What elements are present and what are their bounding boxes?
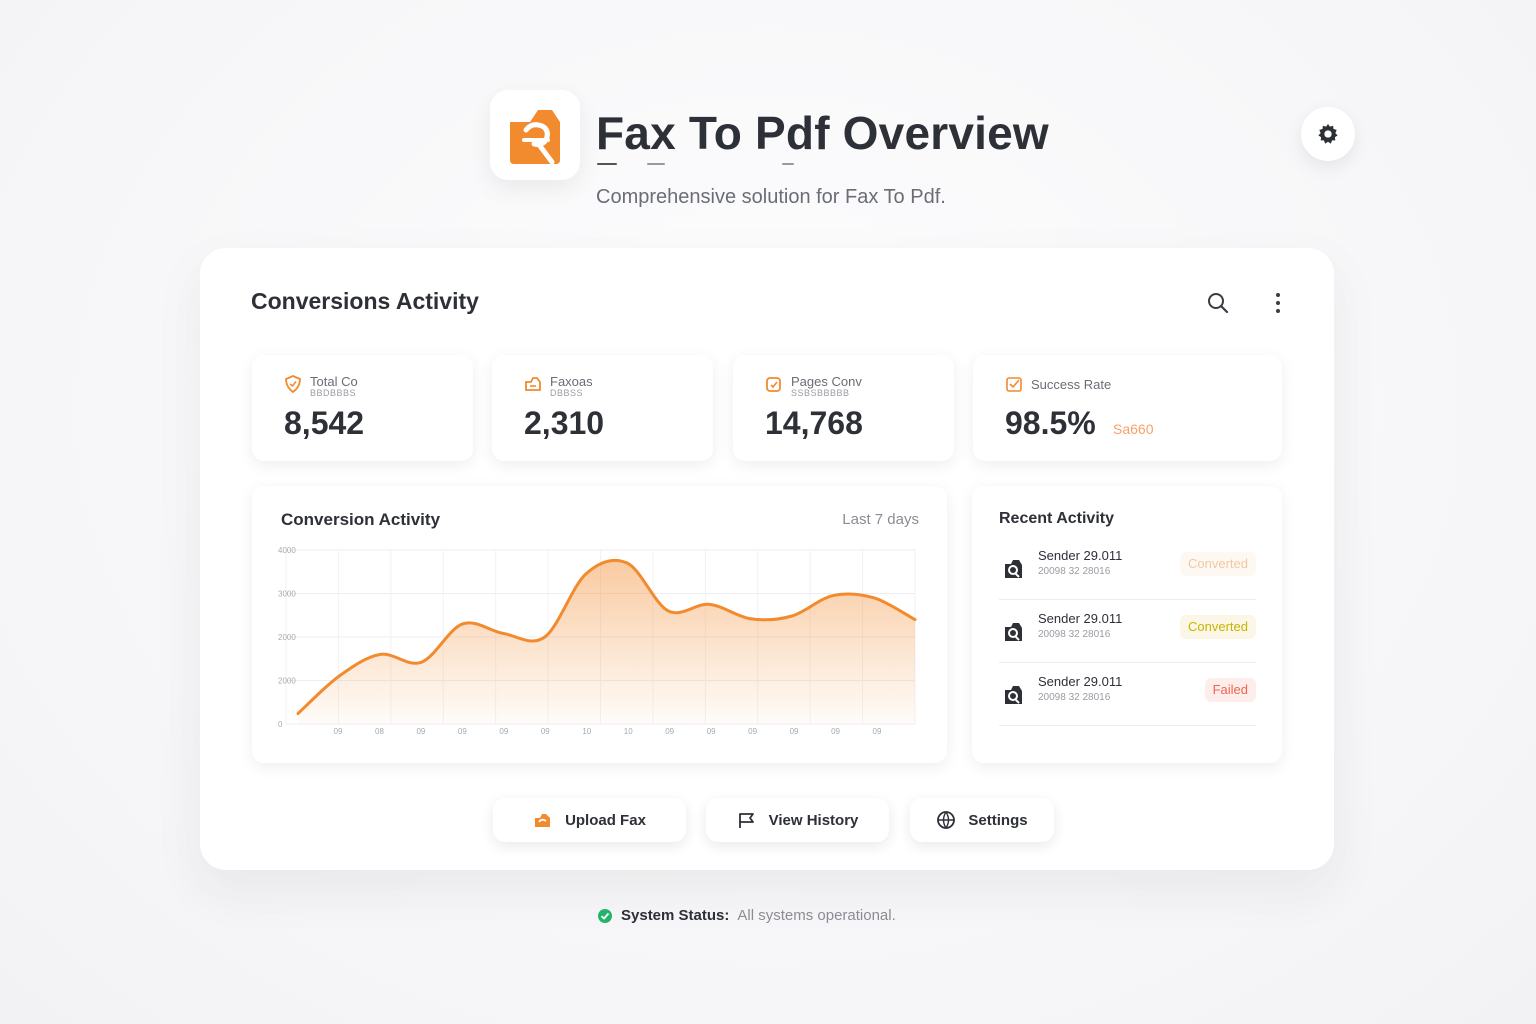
activity-date: 20098 32 28016 <box>1038 692 1111 703</box>
globe-settings-icon <box>936 810 956 830</box>
stat-label: Pages Conv <box>791 374 862 389</box>
x-tick-label: 09 <box>790 727 799 736</box>
activity-sender: Sender 29.011 <box>1038 674 1123 689</box>
activity-sender: Sender 29.011 <box>1038 611 1123 626</box>
fax-document-icon <box>1005 686 1022 704</box>
activity-title: Recent Activity <box>999 510 1114 527</box>
more-options-button[interactable] <box>1268 290 1288 316</box>
main-card: Conversions Activity Total Co BBDBBBS 8,… <box>200 248 1334 870</box>
stat-card-success-rate: Success Rate 98.5% Sa660 <box>973 355 1282 461</box>
shield-icon <box>285 375 301 393</box>
check-icon <box>1006 377 1022 392</box>
more-dot-icon <box>1276 301 1280 305</box>
stat-sublabel: DBBSS <box>550 388 584 398</box>
status-badge: Converted <box>1180 552 1256 576</box>
settings-button[interactable]: Settings <box>910 798 1054 842</box>
y-tick-label: 2000 <box>278 677 296 686</box>
view-history-label: View History <box>768 811 859 829</box>
fax-pdf-logo-icon <box>510 110 560 165</box>
fax-document-icon <box>1005 623 1022 641</box>
status-label: System Status: <box>621 907 730 924</box>
stat-sublabel: SSBSBBBBB <box>791 388 850 398</box>
stat-card-total: Total Co BBDBBBS 8,542 <box>252 355 473 461</box>
stat-value: 14,768 <box>765 405 863 441</box>
series-line <box>296 558 917 716</box>
more-dot-icon <box>1276 309 1280 313</box>
chart-range[interactable]: Last 7 days <box>842 511 919 528</box>
stat-delta: Sa660 <box>1113 421 1154 437</box>
x-tick-label: 10 <box>582 727 591 736</box>
chart-panel: Conversion Activity Last 7 days 0 2000 200… <box>252 486 947 763</box>
search-icon <box>1208 293 1229 314</box>
x-tick-label: 09 <box>707 727 716 736</box>
page-subtitle: Comprehensive solution for Fax To Pdf. <box>596 186 946 208</box>
panel-title: Conversions Activity <box>251 288 479 314</box>
x-tick-label: 10 <box>624 727 633 736</box>
stat-value: 8,542 <box>284 405 365 441</box>
activity-item[interactable]: Sender 29.011 20098 32 28016 Failed <box>999 664 1256 726</box>
flag-icon <box>737 810 757 830</box>
upload-fax-label: Upload Fax <box>565 811 646 829</box>
chart-title: Conversion Activity <box>281 510 441 529</box>
fax-icon <box>525 377 541 391</box>
x-tick-label: 08 <box>375 727 384 736</box>
fax-document-icon <box>1005 560 1022 578</box>
stat-value: 98.5% <box>1005 405 1096 441</box>
recent-activity-panel: Recent Activity Sender 29.011 20098 32 2… <box>972 486 1282 763</box>
system-status: System Status: All systems operational. <box>597 907 896 924</box>
status-text: All systems operational. <box>737 907 896 924</box>
y-tick-label: 2000 <box>278 633 296 642</box>
status-badge: Converted <box>1180 615 1256 639</box>
check-circle-icon <box>598 908 612 923</box>
settings-label: Settings <box>968 811 1028 829</box>
view-history-button[interactable]: View History <box>706 798 889 842</box>
x-tick-label: 09 <box>831 727 840 736</box>
stat-label: Success Rate <box>1031 377 1112 392</box>
stat-value: 2,310 <box>524 405 605 441</box>
title-underline <box>597 163 797 166</box>
series-area <box>298 560 915 724</box>
more-dot-icon <box>1276 293 1280 297</box>
page-title: Fax To Pdf Overview <box>596 107 1049 159</box>
y-tick-label: 4000 <box>278 546 296 555</box>
gear-icon <box>1318 123 1338 144</box>
x-tick-label: 09 <box>748 727 757 736</box>
stat-card-pages: Pages Conv SSBSBBBBB 14,768 <box>733 355 954 461</box>
activity-item[interactable]: Sender 29.011 20098 32 28016 Converted <box>999 538 1256 600</box>
y-tick-label: 3000 <box>278 590 296 599</box>
upload-fax-icon <box>533 810 553 830</box>
x-tick-label: 09 <box>334 727 343 736</box>
stat-label: Faxoas <box>550 374 593 389</box>
stat-label: Total Co <box>310 374 358 389</box>
x-tick-label: 09 <box>665 727 674 736</box>
stat-sublabel: BBDBBBS <box>310 388 357 398</box>
stat-card-faxes: Faxoas DBBSS 2,310 <box>492 355 713 461</box>
y-tick-label: 0 <box>278 720 283 729</box>
x-tick-label: 09 <box>873 727 882 736</box>
activity-sender: Sender 29.011 <box>1038 548 1123 563</box>
x-tick-label: 09 <box>499 727 508 736</box>
status-badge: Failed <box>1204 678 1256 702</box>
activity-item[interactable]: Sender 29.011 20098 32 28016 Converted <box>999 601 1256 663</box>
settings-gear-button[interactable] <box>1301 107 1355 161</box>
upload-fax-button[interactable]: Upload Fax <box>493 798 686 842</box>
x-tick-label: 09 <box>458 727 467 736</box>
search-button[interactable] <box>1205 290 1231 316</box>
activity-date: 20098 32 28016 <box>1038 629 1111 640</box>
app-logo <box>490 90 580 180</box>
activity-date: 20098 32 28016 <box>1038 566 1111 577</box>
x-tick-label: 09 <box>416 727 425 736</box>
x-tick-label: 09 <box>541 727 550 736</box>
conversion-activity-chart: 0 2000 2000 3000 4000 09 08 09 09 09 09 10 10 09 09 09 0… <box>278 546 917 736</box>
pages-icon <box>766 377 781 392</box>
